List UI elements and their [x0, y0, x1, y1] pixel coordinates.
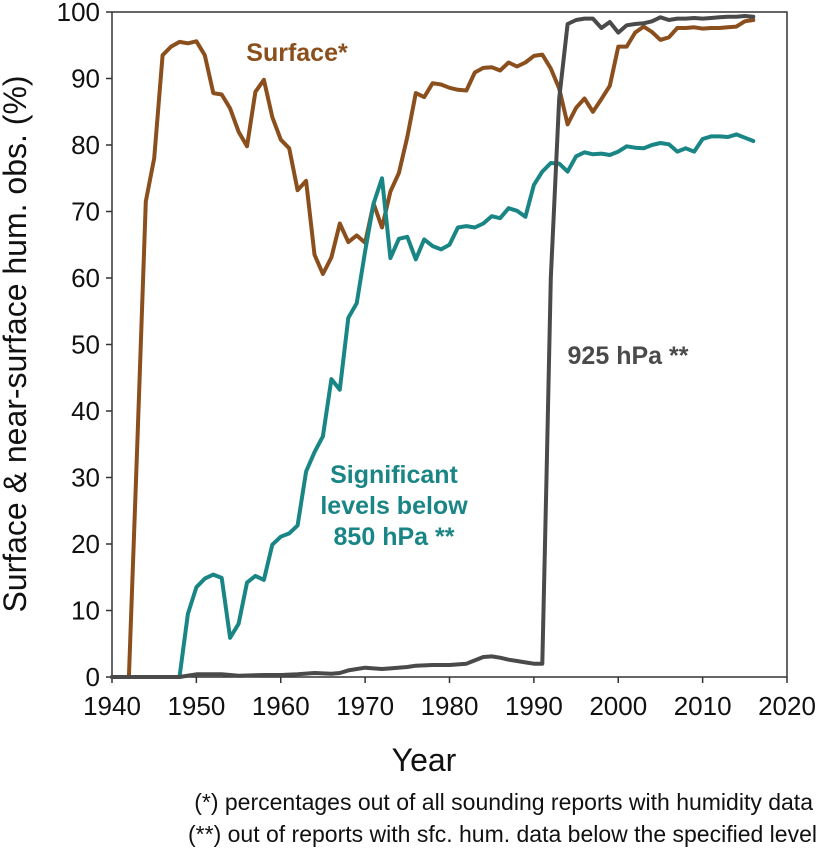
- y-axis-ticks: 0 10 20 30 40 50 60 70 80 90 100: [57, 0, 112, 692]
- footnote-1: (*) percentages out of all sounding repo…: [194, 789, 813, 815]
- annotation-significant-line-2: levels below: [320, 492, 468, 520]
- annotation-significant-line-3: 850 hPa **: [334, 523, 455, 551]
- x-tick-label: 2020: [758, 691, 816, 721]
- series-line-surface: [110, 18, 756, 679]
- annotation-significant-line-1: Significant: [330, 461, 458, 489]
- series-line-925hpa: [110, 14, 756, 679]
- x-tick-label: 2000: [589, 691, 647, 721]
- annotation-surface: Surface*: [246, 39, 348, 67]
- y-tick-label: 30: [71, 463, 100, 493]
- y-axis-label: Surface & near-surface hum. obs. (%): [0, 75, 33, 612]
- x-tick-label: 1940: [83, 691, 141, 721]
- x-axis-ticks: 1940 1950 1960 1970 1980 1990 2000 2010 2020: [83, 677, 816, 721]
- x-tick-label: 1990: [505, 691, 563, 721]
- x-tick-label: 2010: [674, 691, 732, 721]
- annotation-925hpa: 925 hPa **: [568, 342, 689, 370]
- y-tick-label: 20: [71, 529, 100, 559]
- footnote-2: (**) out of reports with sfc. hum. data …: [188, 821, 817, 847]
- y-tick-label: 50: [71, 330, 100, 360]
- x-tick-label: 1950: [167, 691, 225, 721]
- x-tick-label: 1980: [421, 691, 479, 721]
- y-tick-label: 60: [71, 263, 100, 293]
- series-lines: [110, 14, 756, 679]
- x-tick-label: 1960: [252, 691, 310, 721]
- y-tick-label: 100: [57, 0, 100, 27]
- y-tick-label: 0: [86, 662, 100, 692]
- y-tick-label: 90: [71, 64, 100, 94]
- series-line-significant-levels: [177, 132, 756, 679]
- y-tick-label: 40: [71, 396, 100, 426]
- y-tick-label: 80: [71, 130, 100, 160]
- y-tick-label: 70: [71, 197, 100, 227]
- x-axis-label: Year: [392, 742, 457, 778]
- x-tick-label: 1970: [336, 691, 394, 721]
- y-tick-label: 10: [71, 596, 100, 626]
